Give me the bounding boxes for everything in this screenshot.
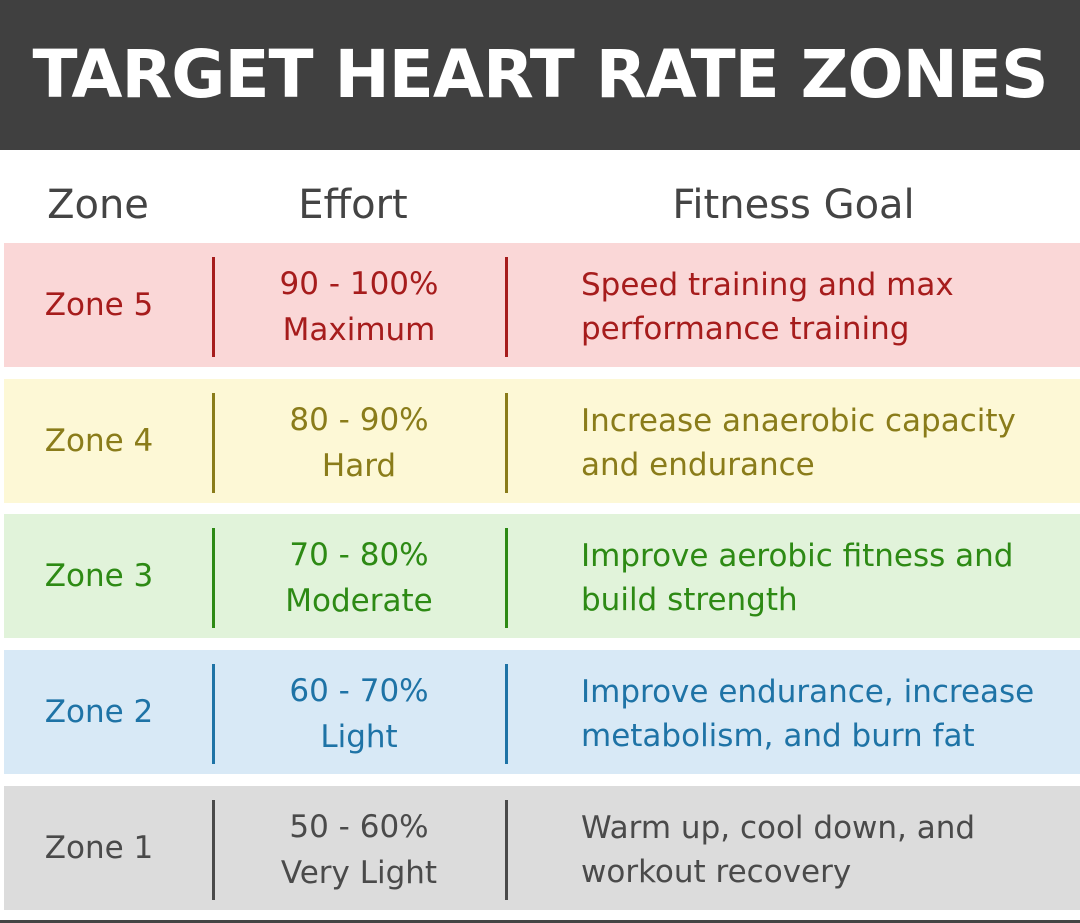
effort-level: Very Light: [280, 855, 438, 891]
goal-cell: Warm up, cool down, and workout recovery: [581, 806, 1076, 894]
zone-row-1: Zone 1 50 - 60% Very Light Warm up, cool…: [4, 786, 1080, 910]
goal-line-2: and endurance: [581, 447, 815, 483]
column-divider: [505, 800, 508, 900]
effort-level: Moderate: [285, 583, 433, 619]
goal-line-1: Increase anaerobic capacity: [581, 403, 1016, 439]
column-divider: [212, 393, 215, 493]
effort-level: Hard: [321, 448, 397, 484]
goal-cell: Improve endurance, increase metabolism, …: [581, 670, 1076, 758]
goal-cell: Improve aerobic fitness and build streng…: [581, 534, 1076, 622]
effort-range: 60 - 70%: [289, 673, 429, 709]
goal-line-2: build strength: [581, 582, 798, 618]
goal-cell: Increase anaerobic capacity and enduranc…: [581, 399, 1076, 487]
effort-cell: 70 - 80% Moderate: [216, 532, 502, 624]
effort-cell: 80 - 90% Hard: [216, 397, 502, 489]
goal-line-1: Improve endurance, increase: [581, 674, 1035, 710]
effort-cell: 90 - 100% Maximum: [216, 261, 502, 353]
goal-line-1: Improve aerobic fitness and: [581, 538, 1014, 574]
column-divider: [505, 257, 508, 357]
header-fitness-goal: Fitness Goal: [672, 182, 915, 228]
zone-label: Zone 2: [44, 694, 154, 730]
goal-line-1: Speed training and max: [581, 267, 954, 303]
effort-range: 50 - 60%: [289, 809, 429, 845]
zone-label: Zone 5: [44, 287, 154, 323]
zone-label: Zone 4: [44, 423, 154, 459]
goal-line-1: Warm up, cool down, and: [581, 810, 976, 846]
column-divider: [212, 800, 215, 900]
zone-label: Zone 3: [44, 558, 154, 594]
header-effort: Effort: [298, 182, 408, 228]
column-divider: [505, 393, 508, 493]
page-title: TARGET HEART RATE ZONES: [32, 36, 1049, 113]
goal-cell: Speed training and max performance train…: [581, 263, 1076, 351]
zone-row-5: Zone 5 90 - 100% Maximum Speed training …: [4, 243, 1080, 367]
goal-line-2: performance training: [581, 311, 910, 347]
zone-label: Zone 1: [44, 830, 154, 866]
effort-cell: 50 - 60% Very Light: [216, 804, 502, 896]
bottom-rule: [0, 920, 1080, 923]
effort-level: Maximum: [282, 312, 436, 348]
column-divider: [212, 664, 215, 764]
column-divider: [212, 257, 215, 357]
effort-cell: 60 - 70% Light: [216, 668, 502, 760]
goal-line-2: metabolism, and burn fat: [581, 718, 975, 754]
effort-range: 90 - 100%: [279, 266, 439, 302]
goal-line-2: workout recovery: [581, 854, 852, 890]
zone-row-3: Zone 3 70 - 80% Moderate Improve aerobic…: [4, 514, 1080, 638]
title-bar: TARGET HEART RATE ZONES: [0, 0, 1080, 150]
effort-range: 70 - 80%: [289, 537, 429, 573]
effort-level: Light: [320, 719, 398, 755]
zone-row-4: Zone 4 80 - 90% Hard Increase anaerobic …: [4, 379, 1080, 503]
header-zone: Zone: [47, 182, 149, 228]
zone-row-2: Zone 2 60 - 70% Light Improve endurance,…: [4, 650, 1080, 774]
column-divider: [212, 528, 215, 628]
column-divider: [505, 664, 508, 764]
effort-range: 80 - 90%: [289, 402, 429, 438]
column-divider: [505, 528, 508, 628]
